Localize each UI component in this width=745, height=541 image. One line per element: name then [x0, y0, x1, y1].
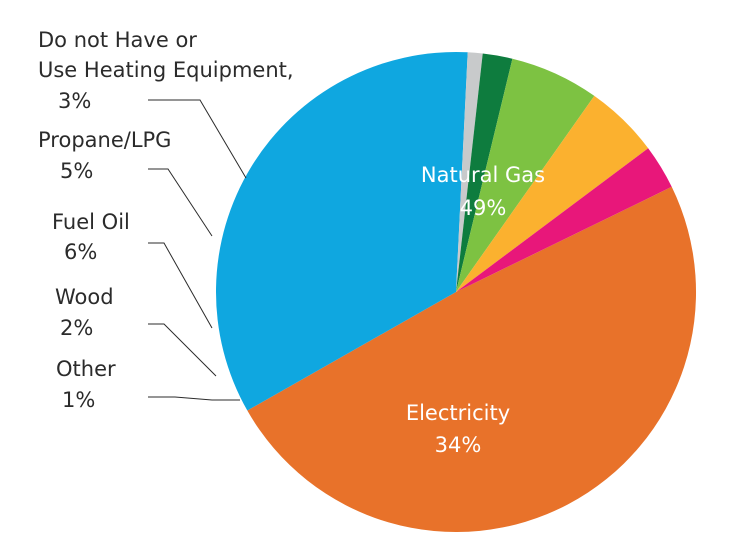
pie-slices	[215, 52, 697, 533]
leader-fuel-oil	[148, 242, 213, 329]
electricity-label: Electricity	[406, 401, 510, 425]
electricity-percent: 34%	[435, 433, 482, 457]
leader-propane	[148, 168, 213, 237]
pie-slice-natural-gas	[247, 186, 697, 533]
label-no-heating-line2: Use Heating Equipment,	[38, 58, 294, 82]
label-other-percent: 1%	[62, 388, 96, 412]
label-no-heating-line1: Do not Have or	[38, 28, 197, 52]
pie-slice-electricity	[215, 52, 468, 411]
pie-slice-other	[456, 52, 483, 292]
leader-lines	[148, 99, 247, 401]
label-no-heating-percent: 3%	[58, 89, 92, 113]
pie-slice-propane	[456, 95, 649, 292]
label-propane: Propane/LPG	[38, 128, 172, 152]
label-fuel-oil-percent: 6%	[64, 240, 98, 264]
label-other: Other	[56, 357, 116, 381]
label-wood: Wood	[55, 285, 114, 309]
pie-slice-fuel-oil	[456, 58, 595, 293]
leader-no-heating	[148, 99, 247, 179]
pie-slice-no-heating	[456, 148, 672, 292]
pie-slice-wood	[456, 53, 513, 292]
label-fuel-oil: Fuel Oil	[52, 210, 130, 234]
natural-gas-percent: 49%	[460, 196, 507, 220]
label-propane-percent: 5%	[60, 159, 94, 183]
label-wood-percent: 2%	[60, 316, 94, 340]
leader-other	[148, 396, 240, 401]
natural-gas-label: Natural Gas	[421, 163, 545, 187]
leader-wood	[148, 323, 217, 377]
